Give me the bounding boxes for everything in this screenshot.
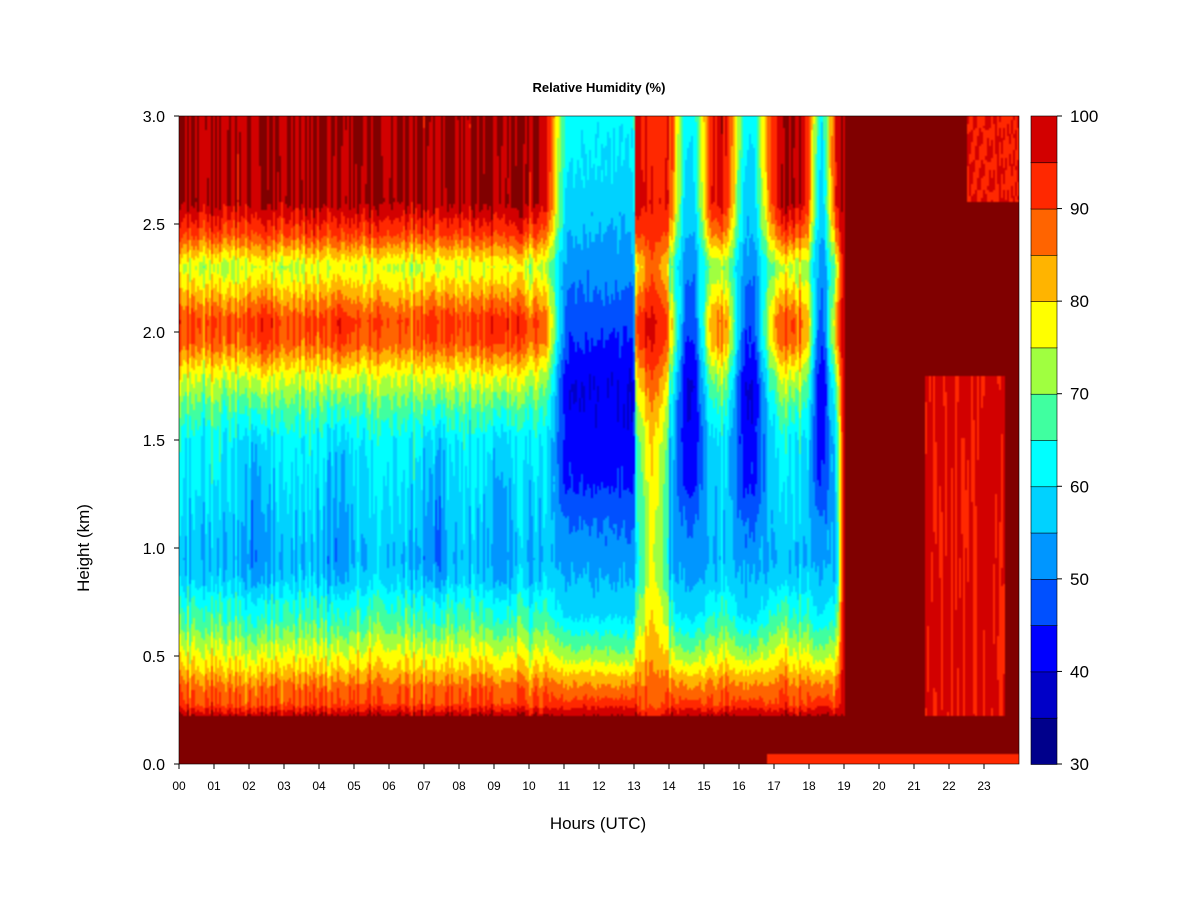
colorbar-swatch xyxy=(1030,161,1058,210)
colorbar-swatch xyxy=(1030,393,1058,441)
x-axis: 00 01 02 03 04 05 06 07 08 09 10 11 12 13 14 15 16 17 18 19… xyxy=(172,764,991,793)
colorbar-swatch xyxy=(1030,254,1058,302)
heatmap-field xyxy=(179,116,1019,764)
y-tick-label: 0.5 xyxy=(143,649,165,666)
y-axis: 0.0 0.5 1.0 1.5 2.0 2.5 3.0 xyxy=(143,109,179,774)
colorbar-tick-label: 30 xyxy=(1070,755,1089,774)
colorbar-tick-label: 90 xyxy=(1070,200,1089,219)
x-tick-label: 03 xyxy=(277,779,291,793)
x-tick-label: 21 xyxy=(907,779,921,793)
colorbar-swatch xyxy=(1030,717,1058,765)
y-axis-label: Height (km) xyxy=(74,504,93,592)
colorbar: 30 40 50 60 70 80 90 100 xyxy=(1030,107,1098,774)
x-tick-label: 05 xyxy=(347,779,361,793)
colorbar-tick-label: 60 xyxy=(1070,477,1089,496)
colorbar-tick-label: 100 xyxy=(1070,107,1098,126)
plot-area xyxy=(178,115,1020,765)
x-tick-label: 02 xyxy=(242,779,256,793)
x-tick-label: 06 xyxy=(382,779,396,793)
y-tick-label: 1.0 xyxy=(143,541,165,558)
colorbar-swatch xyxy=(1030,624,1058,673)
colorbar-swatch xyxy=(1030,485,1058,534)
colorbar-tick-label: 80 xyxy=(1070,292,1089,311)
colorbar-swatch xyxy=(1030,115,1058,164)
colorbar-tick-label: 40 xyxy=(1070,662,1089,681)
x-tick-label: 04 xyxy=(312,779,326,793)
y-tick-label: 1.5 xyxy=(143,433,165,450)
x-tick-label: 12 xyxy=(592,779,606,793)
x-tick-label: 01 xyxy=(207,779,221,793)
x-tick-label: 13 xyxy=(627,779,641,793)
x-tick-label: 19 xyxy=(837,779,851,793)
chart-title: Relative Humidity (%) xyxy=(533,80,666,95)
colorbar-swatch xyxy=(1030,208,1058,256)
x-axis-label: Hours (UTC) xyxy=(550,814,646,833)
x-tick-label: 22 xyxy=(942,779,956,793)
colorbar-tick-label: 50 xyxy=(1070,570,1089,589)
x-tick-label: 11 xyxy=(558,779,571,793)
colorbar-swatch xyxy=(1030,578,1058,626)
colorbar-swatch xyxy=(1030,671,1058,719)
x-tick-label: 18 xyxy=(802,779,816,793)
x-tick-label: 07 xyxy=(417,779,431,793)
x-tick-label: 10 xyxy=(522,779,536,793)
x-tick-label: 16 xyxy=(732,779,746,793)
x-tick-label: 23 xyxy=(977,779,991,793)
colorbar-swatch xyxy=(1030,439,1058,488)
x-tick-label: 08 xyxy=(452,779,466,793)
y-tick-label: 0.0 xyxy=(143,757,165,774)
x-tick-label: 20 xyxy=(872,779,886,793)
colorbar-swatch xyxy=(1030,532,1058,580)
y-tick-label: 2.5 xyxy=(143,217,165,234)
y-tick-label: 3.0 xyxy=(143,109,165,126)
x-tick-label: 15 xyxy=(697,779,711,793)
colorbar-tick-label: 70 xyxy=(1070,385,1089,404)
x-tick-label: 00 xyxy=(172,779,186,793)
x-tick-label: 09 xyxy=(487,779,501,793)
colorbar-swatch xyxy=(1030,300,1058,349)
y-tick-label: 2.0 xyxy=(143,325,165,342)
colorbar-swatch xyxy=(1030,347,1058,395)
x-tick-label: 14 xyxy=(662,779,676,793)
x-tick-label: 17 xyxy=(767,779,781,793)
